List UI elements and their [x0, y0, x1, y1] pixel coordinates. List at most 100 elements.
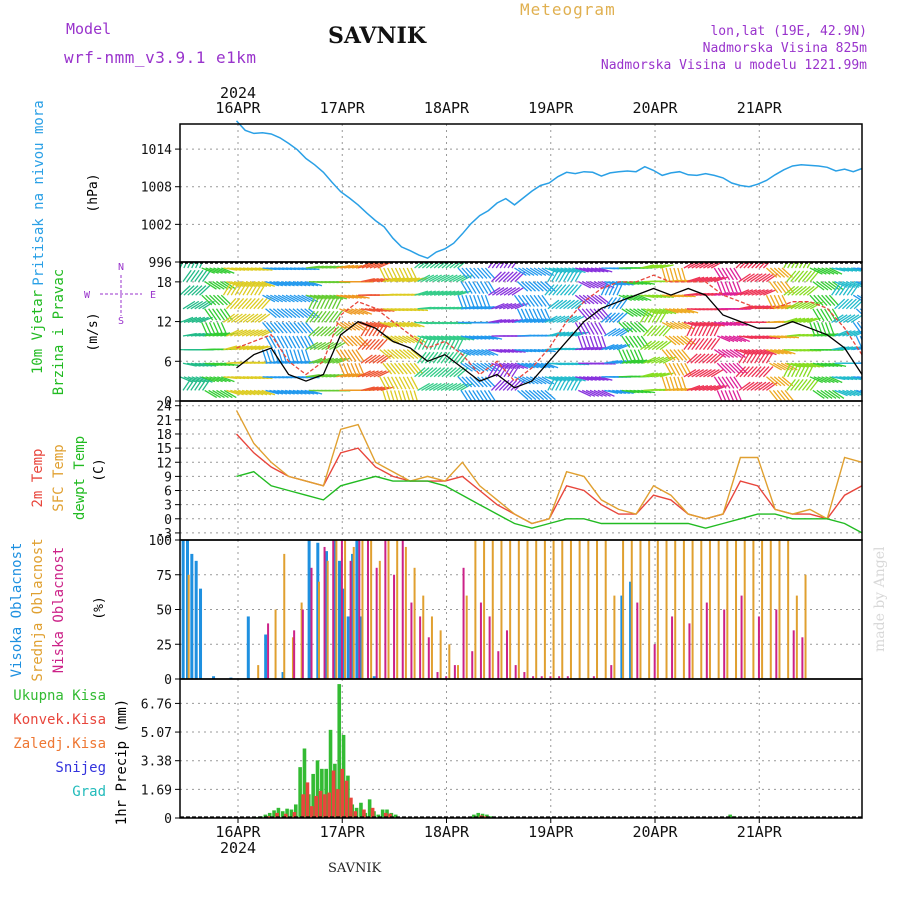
wind-arrow — [694, 353, 706, 364]
wind-arrow — [273, 294, 287, 303]
wind-arrow — [469, 376, 480, 388]
wind-arrow — [655, 310, 664, 323]
wind-arrow — [494, 271, 506, 283]
wind-arrow — [433, 336, 442, 350]
wind-arrow — [456, 351, 466, 364]
wind-arrow — [559, 299, 572, 310]
wind-arrow — [254, 313, 267, 323]
wind-arrow — [544, 315, 558, 323]
wind-arrow — [594, 376, 609, 381]
wind-arrow — [547, 331, 562, 337]
wind-arrow — [195, 376, 209, 383]
wind-arrow — [399, 321, 413, 328]
wind-arrow — [842, 330, 856, 337]
wind-arrow — [686, 276, 701, 283]
wind-arrow — [754, 305, 769, 310]
wind-arrow — [781, 267, 793, 278]
wind-arrow — [618, 294, 632, 302]
wind-arrow — [428, 274, 442, 283]
wind-arrow — [579, 376, 593, 381]
precip-label: 1hr Precip (mm) — [114, 699, 130, 825]
wind-arrow — [750, 381, 763, 391]
wind-arrow — [567, 284, 579, 296]
wind-arrow — [503, 287, 517, 296]
wind-arrow — [324, 295, 332, 310]
wind-arrow — [774, 348, 788, 355]
cloud-bar — [757, 616, 760, 679]
wind-arrow — [566, 377, 575, 391]
wind-arrow — [364, 308, 379, 312]
wind-arrow — [705, 323, 714, 337]
wind-arrow — [772, 281, 783, 294]
cloud-bar — [453, 665, 456, 679]
wind-arrow — [465, 376, 477, 388]
cloud-bar — [752, 540, 755, 679]
wind-arrow — [795, 285, 807, 296]
y-tick-label: 3 — [164, 499, 172, 514]
wind-arrow — [301, 349, 307, 364]
wind-arrow — [799, 317, 814, 324]
cloud-bar — [375, 567, 378, 679]
cloud-bar — [301, 609, 304, 679]
wind-arrow — [864, 336, 870, 349]
wind-arrow — [809, 376, 823, 384]
wind-arrow — [791, 285, 803, 296]
wind-arrow — [383, 349, 395, 360]
wind-arrow — [604, 282, 612, 296]
wind-arrow — [662, 308, 677, 315]
wind-arrow — [544, 376, 559, 382]
wind-arrow — [747, 348, 762, 356]
wind-arrow — [304, 335, 312, 349]
cloud-bar — [413, 567, 416, 679]
wind-arrow — [691, 338, 701, 350]
wind-arrow — [183, 285, 195, 296]
precip-bar — [289, 809, 294, 818]
wind-arrow — [673, 376, 679, 391]
cloud-bar — [387, 540, 390, 679]
wind-arrow — [579, 267, 593, 273]
temp-unit: (C) — [92, 458, 107, 481]
wind-arrow — [433, 367, 446, 378]
precip-bar — [349, 797, 353, 818]
wind-arrow — [754, 381, 767, 391]
wind-arrow — [301, 294, 315, 303]
legend-item: Snijeg — [55, 760, 106, 776]
legend-item: Grad — [72, 784, 106, 800]
wind-arrow — [377, 262, 391, 269]
wind-arrow — [347, 349, 357, 362]
wind-arrow — [316, 326, 328, 337]
wind-arrow — [562, 377, 571, 391]
wind-arrow — [249, 297, 260, 310]
cloud-bar — [804, 574, 807, 679]
wind-arrow — [500, 319, 515, 324]
wind-arrow — [372, 386, 387, 392]
wind-arrow — [390, 376, 399, 390]
wind-arrow — [746, 350, 755, 364]
wind-arrow — [284, 389, 299, 395]
wind-arrow — [225, 297, 237, 310]
cloud-bar — [332, 540, 335, 679]
wind-arrow — [452, 274, 466, 283]
wind-arrow — [835, 267, 850, 272]
wind-arrow — [261, 297, 272, 310]
wind-arrow — [540, 389, 552, 401]
wind-arrow — [309, 310, 319, 323]
wind-arrow — [249, 389, 264, 396]
cloud-bar — [483, 540, 486, 679]
wind-arrow — [532, 308, 540, 322]
wind-arrow — [500, 348, 515, 353]
panel-frame — [179, 678, 863, 819]
wind-arrow — [285, 321, 296, 334]
cloud-bar — [514, 665, 517, 679]
wind-arrow — [552, 315, 566, 323]
wind-arrow — [795, 317, 810, 324]
wind-arrow — [831, 267, 846, 272]
wind-arrow — [672, 335, 685, 346]
wind-arrow — [234, 313, 247, 323]
wind-arrow — [190, 269, 200, 282]
wind-arrow — [686, 323, 694, 337]
wind-arrow — [736, 335, 750, 343]
temp-line-0 — [235, 433, 863, 525]
precip-bar — [337, 684, 342, 818]
